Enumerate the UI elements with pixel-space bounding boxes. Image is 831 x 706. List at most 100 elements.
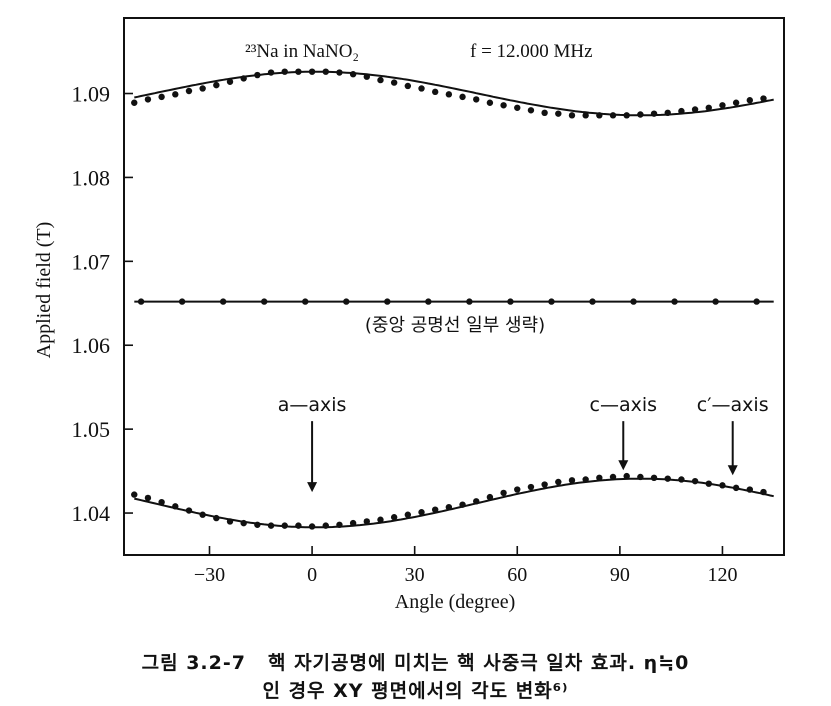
data-point [377, 516, 384, 523]
data-point [712, 298, 719, 305]
data-point [582, 112, 589, 119]
data-point [431, 88, 439, 96]
data-point [473, 96, 480, 103]
data-point [336, 69, 343, 76]
figure-caption-text-1: 핵 자기공명에 미치는 핵 사중극 일차 효과. η≒0 [267, 652, 690, 674]
data-point [322, 68, 329, 75]
data-point [568, 477, 576, 484]
x-tick-label: 120 [707, 564, 737, 586]
data-point [185, 507, 193, 514]
data-point [445, 91, 453, 98]
data-point [390, 514, 398, 521]
data-point [582, 476, 589, 483]
data-point [555, 110, 562, 117]
y-tick-label: 1.06 [72, 333, 111, 358]
data-point [213, 81, 220, 89]
data-point [404, 82, 412, 90]
data-point [541, 109, 548, 117]
x-axis-label: Angle (degree) [395, 591, 516, 613]
data-point [308, 68, 316, 75]
data-point [623, 472, 630, 480]
figure-caption-line-1: 그림 3.2-7 핵 자기공명에 미치는 핵 사중극 일차 효과. η≒0 [0, 648, 831, 675]
data-point [459, 501, 466, 508]
data-point [240, 519, 247, 527]
data-point [746, 486, 754, 493]
data-point [343, 298, 350, 305]
y-tick-label: 1.04 [72, 501, 111, 526]
chart: 1.04 1.05 1.06 1.07 1.08 1.09 −30 0 30 60 90 120 a… [33, 17, 785, 613]
data-point [486, 493, 494, 501]
data-point [637, 111, 644, 118]
data-point [384, 298, 391, 305]
data-point [131, 491, 138, 498]
data-point [664, 109, 671, 117]
data-point [589, 298, 596, 305]
data-point [418, 85, 425, 92]
data-point [418, 509, 425, 516]
data-point [555, 478, 562, 486]
data-point [213, 514, 220, 522]
data-point [445, 503, 453, 511]
data-point [507, 298, 514, 305]
data-point [596, 474, 603, 482]
figure-number: 그림 3.2-7 [141, 652, 246, 674]
data-point [254, 521, 261, 528]
data-point [568, 112, 576, 119]
data-point [609, 112, 617, 119]
data-point [431, 506, 439, 513]
data-point [691, 477, 699, 485]
data-point [267, 69, 275, 76]
data-point [377, 76, 384, 84]
data-point [678, 107, 685, 115]
data-point [226, 78, 234, 85]
data-point [144, 96, 152, 103]
y-tick-label: 1.09 [72, 82, 111, 107]
data-point [514, 104, 521, 111]
x-tick-label: 30 [405, 564, 425, 586]
data-point [541, 481, 548, 488]
figure-caption-line-2: 인 경우 XY 평면에서의 각도 변화⁶⁾ [0, 676, 831, 703]
data-point [295, 68, 302, 75]
x-tick-label: −30 [194, 564, 225, 586]
data-point [281, 522, 288, 529]
data-point [322, 522, 329, 529]
data-point [199, 511, 206, 518]
data-point [404, 511, 412, 518]
axis-annotations: a—axis c—axis c′—axis [278, 394, 769, 493]
data-points [131, 68, 767, 530]
data-point [459, 93, 466, 101]
fit-curve [134, 70, 774, 117]
data-point [500, 489, 507, 497]
data-point [527, 107, 535, 114]
data-point [131, 99, 138, 106]
data-point [671, 298, 678, 305]
data-point [261, 298, 268, 305]
data-point [254, 71, 261, 79]
data-point [719, 102, 726, 109]
axis-annotation-label: c′—axis [697, 394, 769, 416]
data-point [746, 97, 754, 104]
axis-annotation-label: c—axis [590, 394, 658, 416]
title-frequency: f = 12.000 MHz [470, 41, 593, 62]
data-point [732, 484, 740, 492]
data-point [486, 99, 494, 106]
annotation-arrow-head [307, 482, 318, 493]
annotation-arrow-head [727, 465, 738, 476]
data-point [691, 106, 699, 113]
data-point [466, 298, 473, 305]
data-point [172, 91, 179, 98]
data-point [390, 79, 398, 86]
y-tick-label: 1.07 [72, 249, 111, 274]
data-point [172, 503, 179, 510]
data-point [623, 112, 630, 119]
axis-annotation-label: a—axis [278, 394, 347, 416]
data-point [199, 85, 206, 92]
data-point [158, 93, 165, 101]
data-point [336, 521, 343, 528]
annotation-arrow-head [618, 460, 629, 471]
data-point [527, 483, 535, 491]
figure-caption-text-2: 인 경우 XY 평면에서의 각도 변화⁶⁾ [262, 680, 569, 702]
x-tick-label: 90 [610, 564, 630, 586]
data-point [719, 482, 726, 489]
data-point [732, 99, 740, 106]
